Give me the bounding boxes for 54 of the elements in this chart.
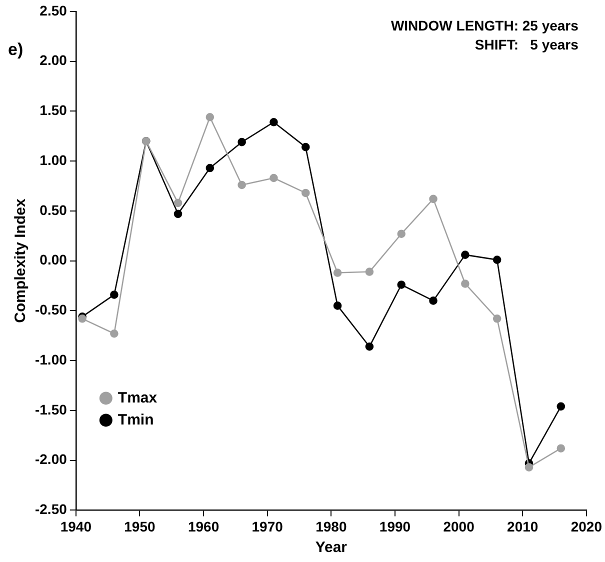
- point: [429, 296, 438, 305]
- y-tick-label: -2.50: [34, 501, 68, 518]
- legend-label: Tmax: [118, 389, 158, 406]
- point: [365, 268, 374, 276]
- point: [397, 280, 406, 289]
- y-tick-label: 1.00: [40, 152, 68, 168]
- x-tick-label: 1940: [60, 518, 92, 534]
- point: [110, 290, 118, 299]
- x-tick-label: 1970: [252, 518, 284, 534]
- point: [429, 194, 438, 204]
- y-tick-label: -2.00: [34, 451, 68, 468]
- point: [365, 342, 374, 351]
- y-tick-label: 0.00: [40, 252, 68, 268]
- y-tick-label: -0.50: [34, 302, 68, 318]
- x-tick-label: 2000: [443, 518, 475, 534]
- y-tick-label: 2.50: [40, 2, 68, 18]
- point: [492, 314, 502, 323]
- point: [397, 230, 406, 238]
- point: [270, 174, 278, 182]
- text: e): [8, 40, 24, 60]
- point: [333, 302, 342, 310]
- x-tick-label: 2020: [570, 518, 602, 534]
- point: [238, 138, 246, 146]
- point: [174, 198, 182, 208]
- x-tick-label: 1960: [188, 518, 220, 534]
- x-tick-label: 1950: [124, 518, 156, 534]
- x-axis-title: Year: [315, 539, 348, 556]
- y-tick-label: 1.50: [40, 102, 68, 118]
- x-tick-label: 1990: [379, 518, 411, 534]
- point: [556, 402, 566, 411]
- point: [333, 268, 342, 277]
- annotation: SHIFT: 5 years: [474, 36, 579, 52]
- point: [206, 164, 214, 172]
- annotation: WINDOW LENGTH: 25 years: [390, 17, 579, 34]
- y-tick-label: -1.00: [34, 351, 68, 368]
- point: [238, 180, 246, 190]
- point: [461, 250, 470, 259]
- x-tick-label: 2010: [507, 518, 538, 534]
- point: [270, 118, 278, 126]
- point: [301, 142, 310, 152]
- point: [174, 210, 182, 218]
- legend-label: Tmin: [118, 411, 154, 428]
- point: [492, 256, 502, 264]
- y-tick-label: 0.50: [40, 202, 68, 218]
- y-tick-label: 2.00: [40, 52, 68, 68]
- y-axis-title: Complexity Index: [12, 198, 30, 323]
- point: [461, 280, 470, 288]
- x-tick-label: 1980: [316, 518, 347, 534]
- point: [524, 463, 534, 472]
- point: [110, 329, 118, 338]
- point: [301, 188, 310, 198]
- y-tick-label: -1.50: [34, 401, 68, 418]
- point: [556, 444, 566, 452]
- point: [206, 112, 214, 122]
